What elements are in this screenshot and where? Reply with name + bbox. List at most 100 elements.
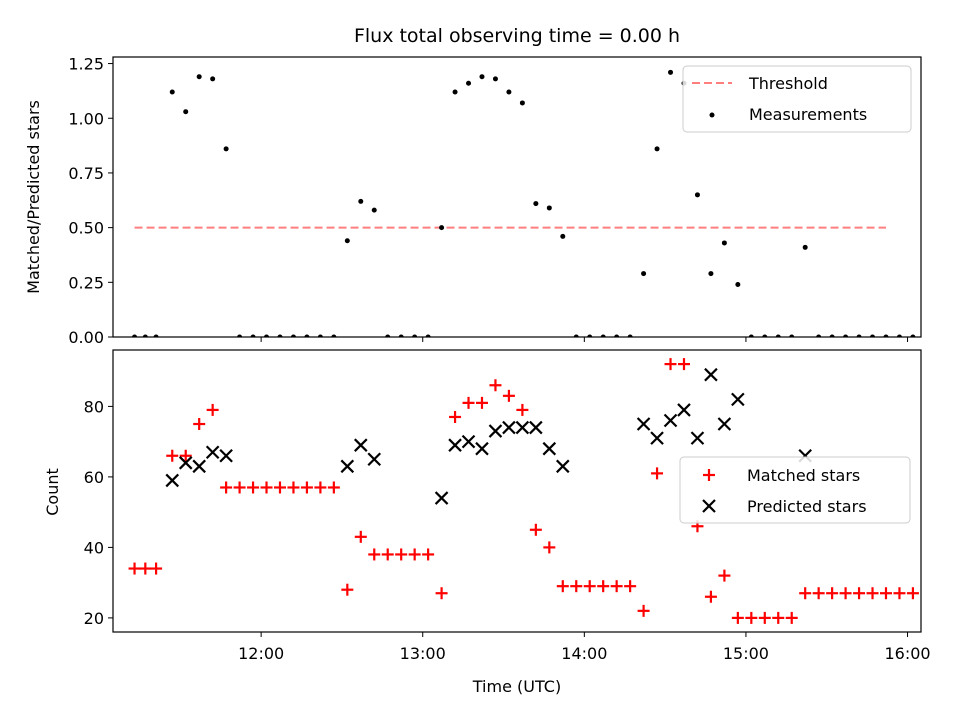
predicted-star-point <box>192 459 206 474</box>
matched-star-point <box>475 396 488 409</box>
bottom-x-tick-label: 16:00 <box>884 644 930 663</box>
matched-star-point <box>179 449 192 462</box>
measurement-point <box>829 334 835 337</box>
measurement-point <box>573 334 579 337</box>
matched-star-point <box>772 611 785 624</box>
x-axis-label: Time (UTC) <box>472 677 561 696</box>
matched-star-point <box>139 562 152 575</box>
predicted-star-point <box>219 448 233 463</box>
matched-star-point <box>758 611 771 624</box>
matched-star-point <box>247 481 260 494</box>
matched-star-point <box>839 587 852 600</box>
matched-star-point <box>812 587 825 600</box>
legend-measurements-swatch <box>709 112 715 118</box>
measurement-point <box>169 89 175 95</box>
matched-star-point <box>664 358 677 371</box>
bottom-y-axis-label: Count <box>43 468 62 516</box>
measurement-point <box>331 334 337 337</box>
matched-star-point <box>233 481 246 494</box>
matched-star-point <box>637 604 650 617</box>
measurement-point <box>896 334 902 337</box>
matched-star-point <box>906 587 919 600</box>
measurement-point <box>668 69 674 75</box>
predicted-star-point <box>488 424 503 438</box>
matched-star-point <box>583 580 596 593</box>
measurement-point <box>153 334 159 337</box>
matched-star-point <box>745 611 758 624</box>
matched-star-point <box>395 548 408 561</box>
measurement-point <box>277 334 283 337</box>
top-legend-box <box>682 65 912 133</box>
measurement-point <box>196 74 202 80</box>
predicted-star-point <box>731 392 745 407</box>
matched-star-point <box>327 481 340 494</box>
predicted-star-point <box>475 441 489 456</box>
matched-star-point <box>193 418 206 431</box>
predicted-star-point <box>502 420 516 435</box>
bottom-y-tick-label: 20 <box>84 609 104 628</box>
measurement-point <box>910 334 916 337</box>
measurement-point <box>398 334 404 337</box>
measurement-point <box>614 334 620 337</box>
matched-star-point <box>408 548 421 561</box>
matched-star-point <box>799 587 812 600</box>
legend-predicted-swatch <box>702 499 716 513</box>
measurement-point <box>870 334 876 337</box>
measurement-point <box>708 271 714 277</box>
measurement-point <box>694 192 700 198</box>
matched-star-point <box>206 403 219 416</box>
legend-matched-label: Matched stars <box>747 466 860 485</box>
matched-star-point <box>341 583 354 596</box>
measurement-point <box>506 89 512 95</box>
measurement-point <box>654 146 660 152</box>
bottom-x-tick-label: 14:00 <box>561 644 607 663</box>
matched-star-point <box>624 580 637 593</box>
bottom-y-tick-label: 80 <box>84 397 104 416</box>
measurement-point <box>533 201 539 207</box>
matched-star-point <box>462 396 475 409</box>
measurement-point <box>762 334 768 337</box>
measurement-point <box>519 100 525 106</box>
measurement-point <box>250 334 256 337</box>
matched-star-point <box>826 587 839 600</box>
predicted-star-point <box>636 417 651 431</box>
matched-star-point <box>449 410 462 423</box>
bottom-legend: Matched stars Predicted stars <box>679 456 911 524</box>
matched-star-point <box>314 481 327 494</box>
measurement-point <box>452 89 458 95</box>
measurement-point <box>142 334 148 337</box>
matched-star-point <box>718 569 731 582</box>
measurement-point <box>290 334 296 337</box>
matched-star-point <box>502 389 515 402</box>
measurement-point <box>358 198 364 204</box>
measurement-point <box>210 76 216 82</box>
measurement-point <box>641 271 647 277</box>
top-plot: 0.00 0.25 0.50 0.75 1.00 1.25 <box>68 55 922 347</box>
matched-star-point <box>853 587 866 600</box>
bottom-axes-frame <box>112 349 922 633</box>
matched-star-point <box>785 611 798 624</box>
top-y-tick-label: 0.00 <box>68 328 104 347</box>
matched-star-point <box>556 580 569 593</box>
predicted-star-point <box>178 456 193 470</box>
matched-star-point <box>220 481 233 494</box>
measurement-point <box>789 334 795 337</box>
measurement-point <box>183 109 189 115</box>
predicted-star-point <box>704 367 718 382</box>
top-y-tick-label: 1.25 <box>68 55 104 74</box>
predicted-star-point <box>650 431 664 445</box>
matched-star-point <box>300 481 313 494</box>
legend-matched-swatch <box>703 469 715 481</box>
measurement-point <box>479 74 485 80</box>
measurement-point <box>385 334 391 337</box>
top-legend: Threshold Measurements <box>682 65 912 133</box>
top-y-tick-label: 0.50 <box>68 219 104 238</box>
legend-measurements-label: Measurements <box>749 105 867 124</box>
bottom-legend-box <box>679 456 911 524</box>
matched-star-point <box>597 580 610 593</box>
matched-star-point <box>610 580 623 593</box>
matched-star-point <box>879 587 892 600</box>
matched-star-point <box>381 548 394 561</box>
measurement-point <box>344 238 350 244</box>
